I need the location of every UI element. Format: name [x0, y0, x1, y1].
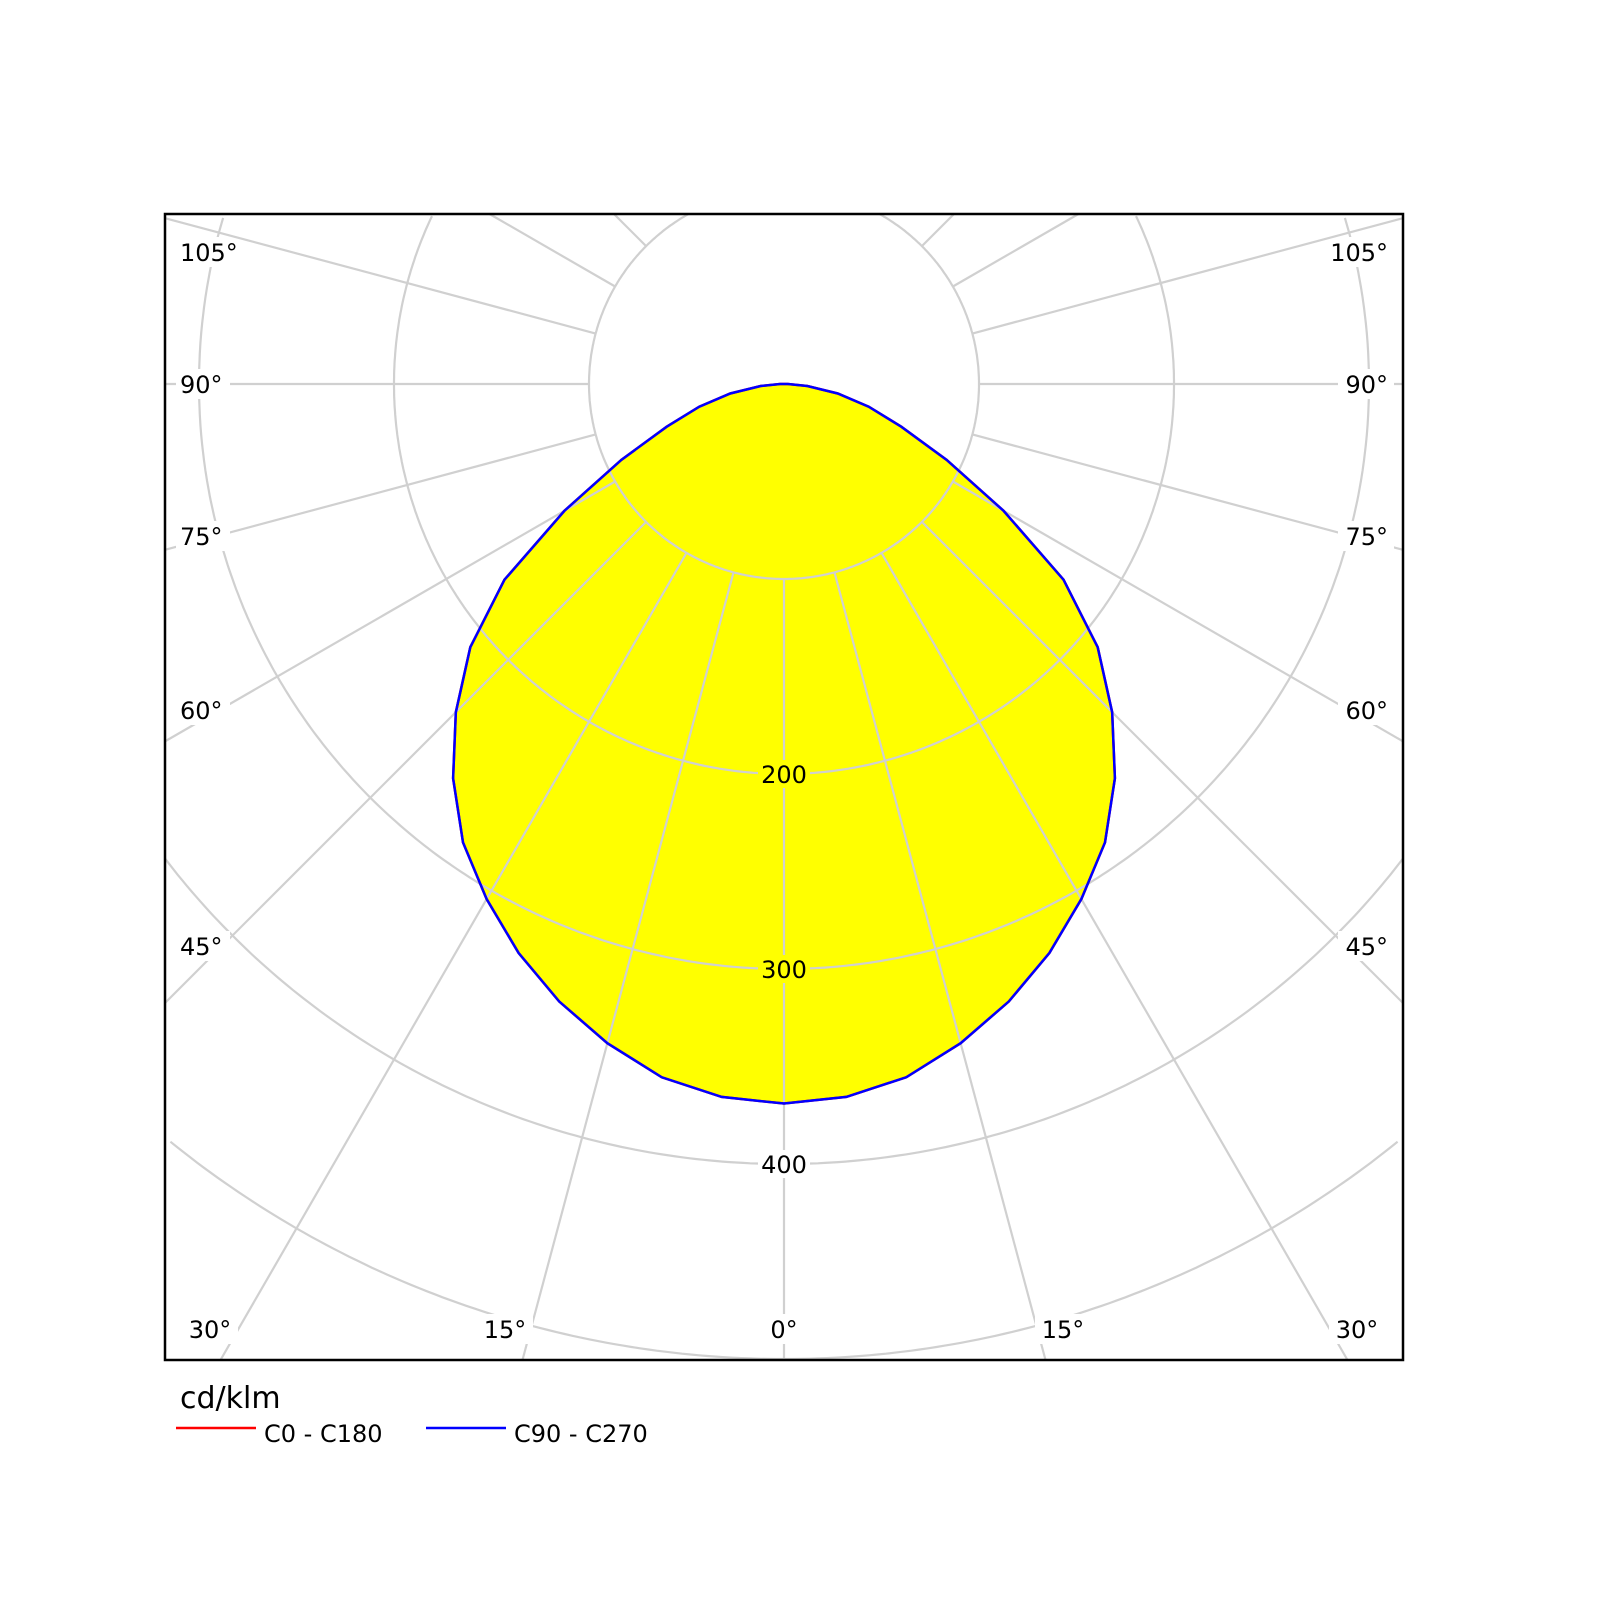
- angle-label-bottom: 15°: [1042, 1316, 1085, 1344]
- series-curve-1: [451, 382, 1117, 1105]
- angle-label-bg: [756, 1314, 812, 1344]
- radial-tick-label: 200: [761, 761, 807, 789]
- angle-label-bottom: 15°: [484, 1316, 527, 1344]
- legend-label-c90-c270: C90 - C270: [514, 1420, 648, 1448]
- angle-label-right: 75°: [1345, 523, 1388, 551]
- grid-radial-60: [952, 480, 1404, 743]
- grid-radial-105: [972, 217, 1404, 335]
- grid-radial-120: [952, 213, 1079, 288]
- grid-radial-45: [921, 521, 1404, 1004]
- grid-radial-45: [164, 521, 647, 1004]
- angle-label-bg: [1035, 1314, 1091, 1344]
- grid-radial-75: [164, 433, 596, 551]
- angle-label-right: 90°: [1345, 371, 1388, 399]
- angle-label-left: 105°: [180, 239, 238, 267]
- angle-label-bg: [176, 695, 230, 725]
- grid-radial-135: [613, 213, 647, 247]
- angle-label-bg: [1338, 695, 1394, 725]
- grid-radial-15: [521, 572, 735, 1361]
- radial-tick-label: 300: [761, 956, 807, 984]
- angle-label-right: 60°: [1345, 697, 1388, 725]
- radial-label-bg: [758, 1150, 810, 1178]
- angle-label-right: 45°: [1345, 933, 1388, 961]
- grid-radial-30: [880, 552, 1349, 1361]
- angle-label-bottom: 0°: [770, 1316, 797, 1344]
- angle-label-bg: [176, 237, 230, 267]
- angle-label-left: 75°: [180, 523, 223, 551]
- angle-label-bg: [1338, 931, 1394, 961]
- angle-label-left: 90°: [180, 371, 223, 399]
- angle-label-bottom: 30°: [1336, 1316, 1379, 1344]
- angle-label-bg: [477, 1314, 533, 1344]
- radial-tick-label: 400: [761, 1151, 807, 1179]
- angle-label-right: 105°: [1330, 239, 1388, 267]
- plot-frame: [163, 212, 1405, 1362]
- radial-label-bg: [758, 955, 810, 983]
- grid-radial-135: [921, 213, 955, 247]
- angle-label-left: 45°: [180, 933, 223, 961]
- angle-label-bg: [1338, 521, 1394, 551]
- grid-radial-15: [833, 572, 1047, 1361]
- grid-circle-200: [392, 215, 1176, 776]
- grid-radial-105: [164, 217, 596, 335]
- radial-label-bg: [758, 760, 810, 788]
- angle-label-left: 60°: [180, 697, 223, 725]
- legend-label-c0-c180: C0 - C180: [264, 1420, 383, 1448]
- unit-label: cd/klm: [180, 1381, 281, 1416]
- angle-label-bottom: 30°: [189, 1316, 232, 1344]
- grid-radial-30: [219, 552, 688, 1361]
- grid-radial-60: [164, 480, 616, 743]
- angle-label-bg: [176, 369, 230, 399]
- angle-label-bg: [176, 521, 230, 551]
- grid-radial-120: [489, 213, 616, 288]
- angle-label-bg: [1329, 1314, 1385, 1344]
- angle-label-bg: [176, 931, 230, 961]
- angle-label-bg: [1338, 237, 1394, 267]
- angle-label-bg: [182, 1314, 238, 1344]
- angle-label-bg: [1338, 369, 1394, 399]
- grid-radial-75: [972, 433, 1404, 551]
